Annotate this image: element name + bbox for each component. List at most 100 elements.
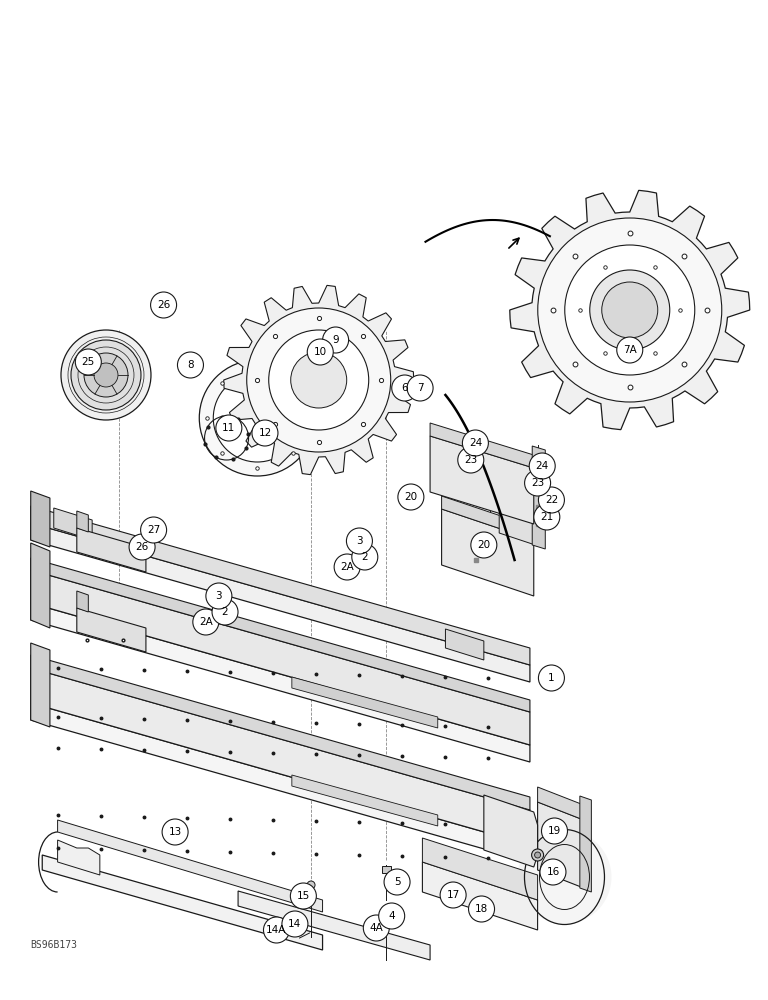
Polygon shape	[422, 862, 538, 930]
Circle shape	[462, 430, 488, 456]
Polygon shape	[77, 511, 88, 532]
Polygon shape	[510, 190, 750, 430]
Polygon shape	[422, 838, 538, 900]
Polygon shape	[31, 506, 530, 665]
Text: 15: 15	[296, 891, 310, 901]
Circle shape	[384, 869, 410, 895]
Circle shape	[518, 830, 611, 924]
Polygon shape	[31, 703, 530, 862]
Text: 11: 11	[222, 423, 236, 433]
Circle shape	[216, 415, 242, 441]
Circle shape	[162, 819, 188, 845]
Polygon shape	[445, 629, 484, 660]
Circle shape	[602, 282, 657, 338]
Polygon shape	[538, 787, 584, 820]
Text: BS96B173: BS96B173	[30, 940, 77, 950]
Circle shape	[323, 327, 349, 353]
Text: 25: 25	[81, 357, 95, 367]
Circle shape	[564, 245, 695, 375]
Text: 24: 24	[535, 461, 549, 471]
Circle shape	[263, 917, 290, 943]
Text: 22: 22	[545, 495, 558, 505]
Text: 2A: 2A	[340, 562, 354, 572]
Circle shape	[247, 308, 391, 452]
Polygon shape	[77, 528, 146, 572]
Circle shape	[352, 544, 378, 570]
Circle shape	[177, 352, 204, 378]
Circle shape	[471, 532, 497, 558]
Circle shape	[61, 330, 151, 420]
Polygon shape	[430, 436, 534, 524]
Polygon shape	[54, 508, 92, 540]
Text: 27: 27	[147, 525, 161, 535]
Circle shape	[458, 447, 484, 473]
Circle shape	[252, 420, 278, 446]
Circle shape	[346, 528, 372, 554]
Text: 2: 2	[222, 607, 228, 617]
Circle shape	[307, 339, 333, 365]
Polygon shape	[580, 796, 591, 892]
Text: 9: 9	[333, 335, 339, 345]
Polygon shape	[58, 840, 100, 875]
Polygon shape	[223, 285, 414, 475]
Polygon shape	[31, 643, 50, 727]
Text: 20: 20	[477, 540, 491, 550]
Polygon shape	[538, 802, 584, 888]
Text: 21: 21	[540, 512, 554, 522]
Circle shape	[525, 470, 551, 496]
Circle shape	[392, 375, 418, 401]
Text: 16: 16	[546, 867, 560, 877]
Polygon shape	[442, 496, 534, 540]
Polygon shape	[31, 523, 530, 682]
Polygon shape	[382, 866, 391, 873]
Circle shape	[535, 852, 541, 858]
Text: 3: 3	[356, 536, 362, 546]
Text: 24: 24	[468, 438, 482, 448]
Circle shape	[529, 453, 555, 479]
Text: 19: 19	[548, 826, 561, 836]
Text: 4A: 4A	[369, 923, 383, 933]
Polygon shape	[238, 891, 430, 960]
Polygon shape	[31, 491, 50, 547]
Circle shape	[531, 849, 544, 861]
Circle shape	[214, 374, 301, 462]
Text: 17: 17	[446, 890, 460, 900]
Polygon shape	[499, 485, 535, 545]
Text: 3: 3	[216, 591, 222, 601]
Text: 10: 10	[313, 347, 327, 357]
Circle shape	[617, 337, 643, 363]
Circle shape	[541, 818, 568, 844]
Text: 18: 18	[475, 904, 488, 914]
Polygon shape	[42, 855, 323, 950]
Text: 6: 6	[402, 383, 408, 393]
Polygon shape	[532, 446, 545, 472]
Circle shape	[206, 583, 232, 609]
Polygon shape	[484, 795, 538, 867]
Polygon shape	[31, 603, 530, 762]
Circle shape	[363, 915, 389, 941]
Circle shape	[199, 360, 316, 476]
Circle shape	[407, 375, 433, 401]
Circle shape	[468, 896, 495, 922]
Circle shape	[75, 349, 101, 375]
Text: 23: 23	[464, 455, 478, 465]
Text: 23: 23	[531, 478, 545, 488]
Polygon shape	[292, 677, 438, 728]
Polygon shape	[292, 775, 438, 826]
Text: 14A: 14A	[266, 925, 286, 935]
Circle shape	[540, 859, 566, 885]
Text: 7: 7	[417, 383, 423, 393]
Text: 12: 12	[258, 428, 272, 438]
Circle shape	[307, 881, 315, 889]
Polygon shape	[31, 543, 50, 628]
Text: 13: 13	[168, 827, 182, 837]
Circle shape	[212, 599, 238, 625]
Circle shape	[129, 534, 155, 560]
Polygon shape	[532, 486, 545, 549]
Circle shape	[282, 911, 308, 937]
Polygon shape	[430, 423, 534, 468]
Text: 7A: 7A	[623, 345, 637, 355]
Circle shape	[290, 883, 316, 909]
Circle shape	[291, 352, 346, 408]
Polygon shape	[31, 668, 530, 845]
